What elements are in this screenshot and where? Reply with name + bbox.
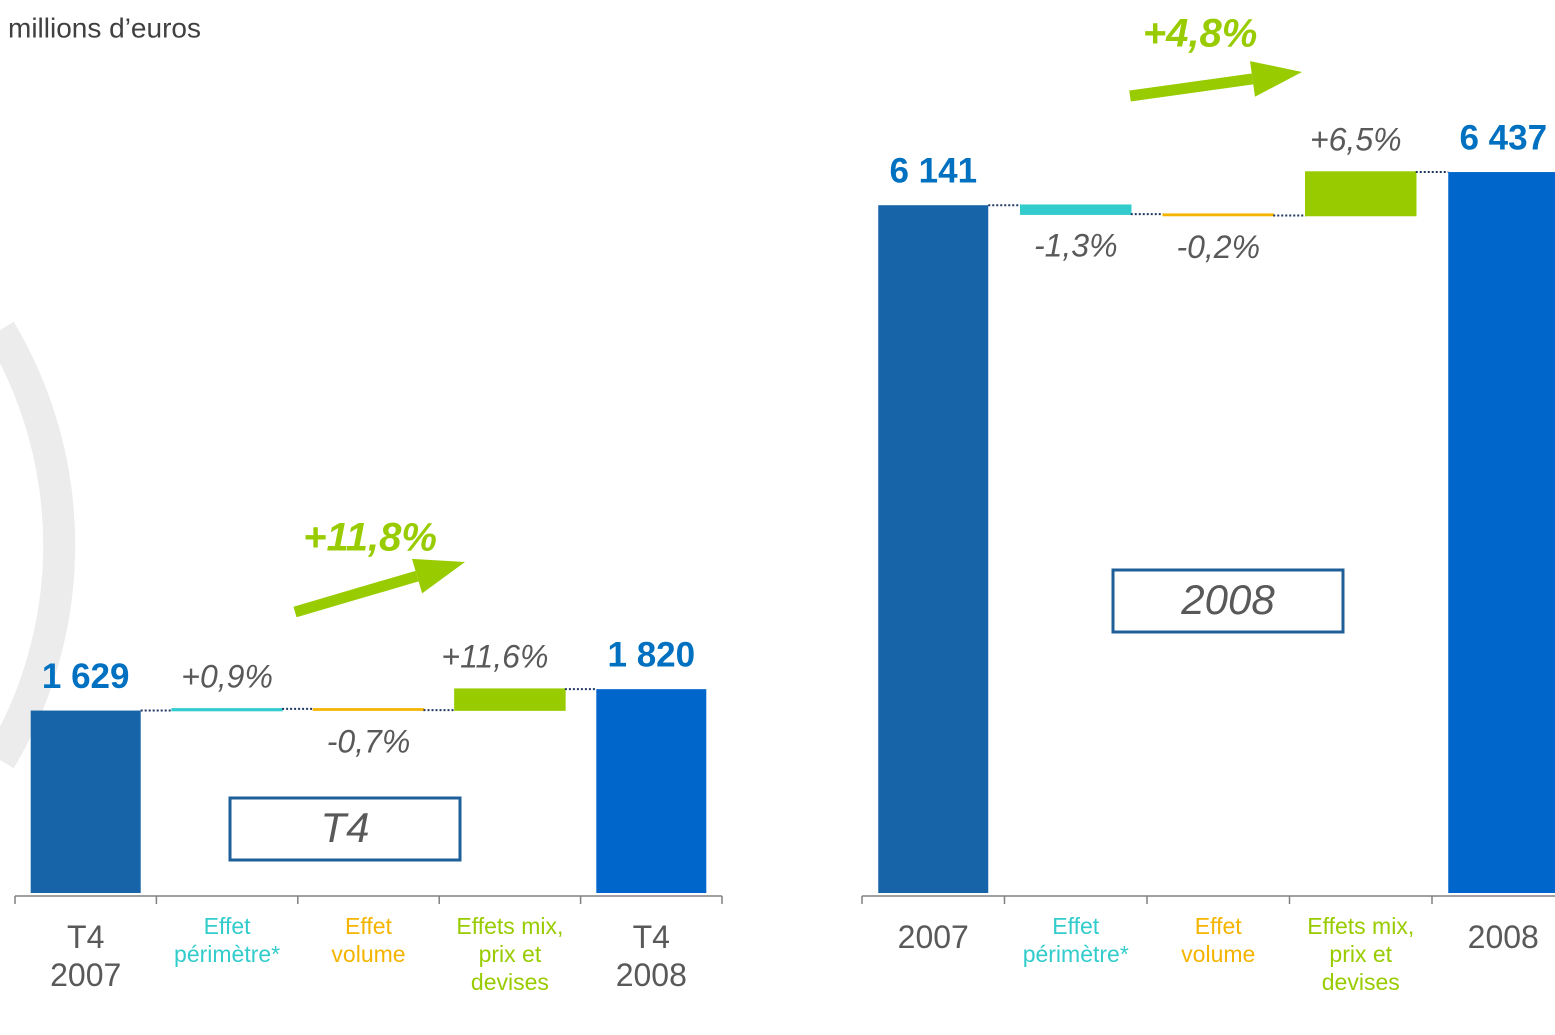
x-tick-label: 2007 — [898, 919, 969, 955]
value-label: 1 820 — [608, 635, 696, 674]
x-tick-label-line: 2008 — [616, 957, 687, 993]
x-tick-label: T4 2007 — [50, 919, 121, 993]
title-box — [1111, 568, 1345, 634]
percent-label: -0,2% — [1176, 229, 1260, 265]
decor-arc — [0, 321, 76, 769]
x-tick-label: Effets mix, prix et devises — [1307, 913, 1414, 995]
bar — [312, 708, 425, 711]
change-arrow-head — [1249, 61, 1302, 97]
percent-label: +11,6% — [441, 639, 548, 675]
bar — [1305, 171, 1417, 217]
value-label: 6 141 — [889, 151, 977, 190]
change-arrow-shaft — [1129, 73, 1254, 102]
percent-label: -0,7% — [327, 724, 411, 760]
x-tick-label: T4 2008 — [616, 919, 687, 993]
bar — [1020, 204, 1132, 215]
x-tick-label-line: 2008 — [1468, 919, 1539, 955]
x-tick-label-line: devises — [471, 969, 549, 995]
bar — [1162, 213, 1274, 217]
x-tick-label-line: Effets mix, — [1307, 913, 1414, 939]
x-tick-label-line: prix et — [1329, 941, 1392, 967]
x-tick-label: Effet volume — [1181, 913, 1255, 967]
value-label: 1 629 — [42, 657, 130, 696]
x-tick-label-line: Effet — [345, 913, 392, 939]
title-box — [228, 796, 462, 862]
change-label: +4,8% — [1143, 12, 1258, 56]
x-tick-label: Effet volume — [331, 913, 405, 967]
x-tick-label-line: Effet — [204, 913, 251, 939]
x-tick-label-line: 2007 — [50, 957, 121, 993]
x-tick-label-line: périmètre* — [1023, 941, 1129, 967]
x-tick-label: Effets mix, prix et devises — [456, 913, 563, 995]
x-tick-label-line: T4 — [67, 919, 104, 955]
x-tick-label: Effet périmètre* — [1023, 913, 1129, 967]
x-tick-label-line: Effet — [1195, 913, 1242, 939]
bar — [1448, 172, 1555, 893]
change-arrow-shaft — [293, 570, 419, 618]
value-label: 6 437 — [1459, 118, 1547, 157]
percent-label: -1,3% — [1034, 228, 1118, 264]
percent-label: +6,5% — [1310, 122, 1402, 158]
x-tick-label: Effet périmètre* — [174, 913, 280, 967]
x-tick-label-line: volume — [1181, 941, 1255, 967]
bar — [171, 708, 283, 712]
x-tick-label-line: volume — [331, 941, 405, 967]
percent-label: +0,9% — [181, 658, 273, 694]
bar — [596, 689, 707, 893]
x-tick-label-line: T4 — [633, 919, 670, 955]
bar — [454, 688, 566, 711]
change-arrow-head — [411, 558, 465, 594]
x-tick-label-line: 2007 — [898, 919, 969, 955]
title: 2008 — [1180, 576, 1275, 623]
x-tick-label-line: prix et — [479, 941, 542, 967]
title: T4 — [320, 804, 369, 851]
x-tick-label-line: Effets mix, — [456, 913, 563, 939]
bar — [878, 205, 989, 893]
unit-label: millions d’euros — [8, 12, 201, 43]
x-tick-label: 2008 — [1468, 919, 1539, 955]
change-label: +11,8% — [303, 516, 437, 560]
x-tick-label-line: devises — [1322, 969, 1400, 995]
x-tick-label-line: Effet — [1052, 913, 1099, 939]
x-tick-label-line: périmètre* — [174, 941, 280, 967]
bar — [30, 710, 141, 893]
